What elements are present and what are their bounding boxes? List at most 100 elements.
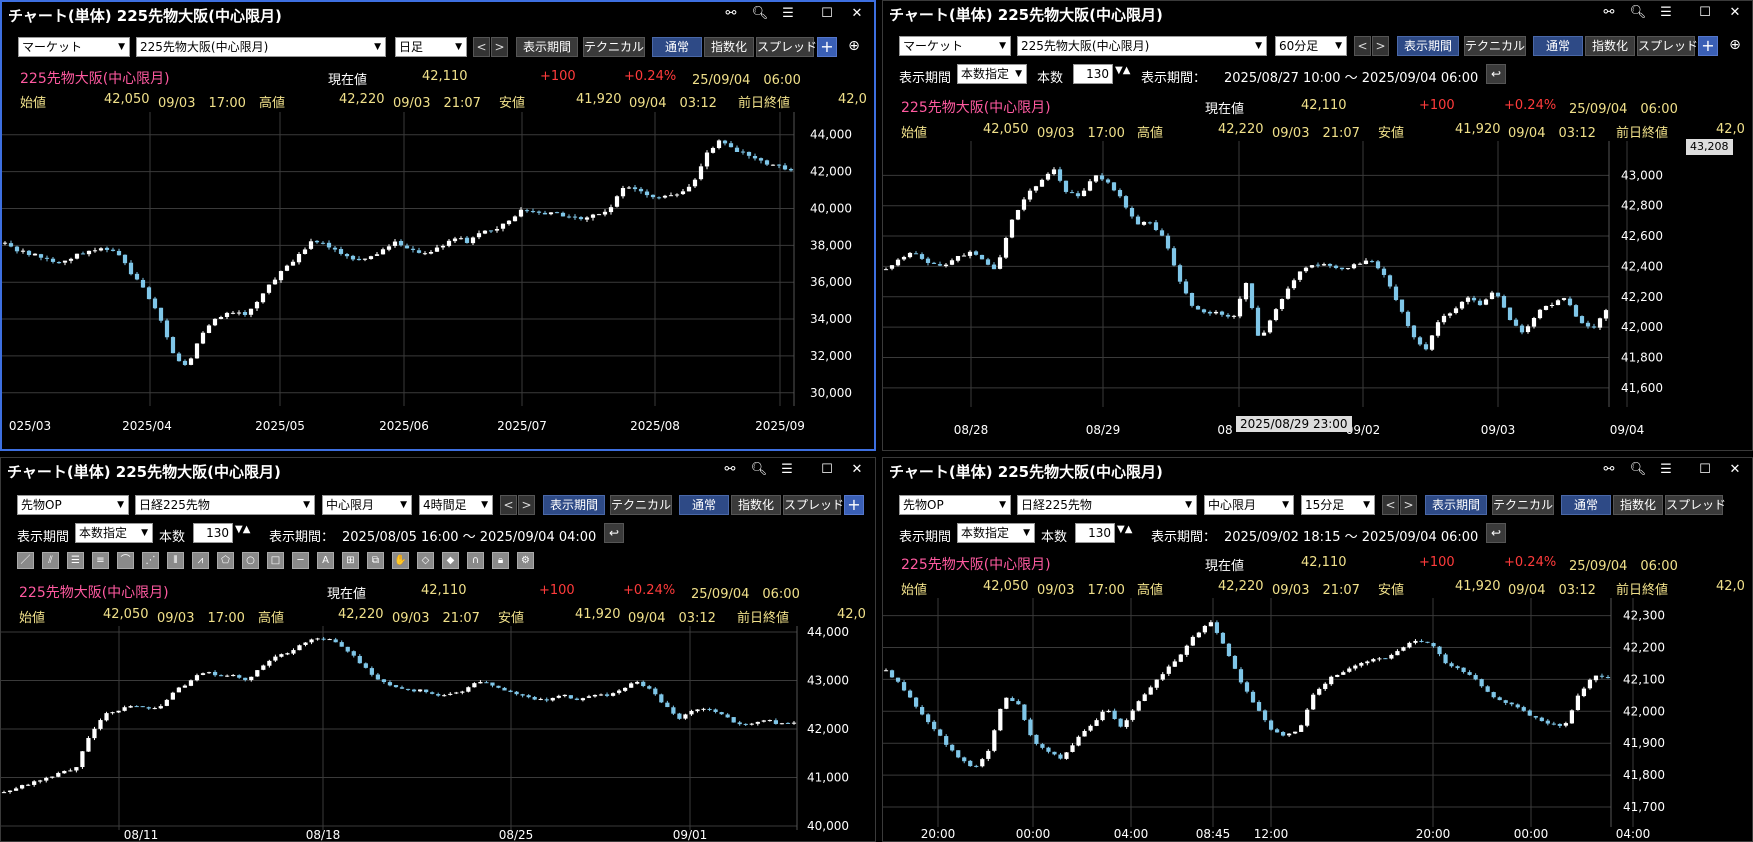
maximize-icon[interactable]: ☐ (1699, 462, 1711, 477)
parallel-icon[interactable]: ⫽ (42, 552, 59, 569)
normal-button[interactable]: 通常 (679, 495, 729, 515)
trendline-icon[interactable]: ／ (17, 552, 34, 569)
count-input[interactable]: 130 (1073, 64, 1113, 84)
lock-icon[interactable]: 🔒︎ (492, 552, 509, 569)
technical-button[interactable]: テクニカル (1464, 36, 1526, 56)
menu-icon[interactable]: ☰ (782, 6, 794, 21)
index-button[interactable]: 指数化 (1613, 495, 1663, 515)
index-button[interactable]: 指数化 (731, 495, 781, 515)
magnet-icon[interactable]: ∩ (467, 552, 484, 569)
normal-button[interactable]: 通常 (1561, 495, 1611, 515)
nav-next-button[interactable]: > (1372, 36, 1389, 56)
close-icon[interactable]: ✕ (851, 6, 863, 21)
maximize-icon[interactable]: ☐ (1699, 5, 1711, 20)
count-stepper-icon[interactable]: ▼▲ (235, 524, 251, 535)
refresh-icon[interactable]: ↩ (1486, 64, 1506, 84)
normal-button[interactable]: 通常 (1533, 36, 1583, 56)
candlestick-chart[interactable]: 43,000 42,800 42,600 42,400 42,200 42,000 41,8… (883, 141, 1752, 450)
search-icon[interactable]: 🔍︎ (750, 462, 768, 477)
period-mode-select[interactable]: 本数指定 ▼ (957, 523, 1035, 543)
spread-button[interactable]: スプレッド (783, 495, 844, 515)
pitchfork-icon[interactable]: ⩘ (192, 552, 209, 569)
timeframe-select[interactable]: 4時間足 ▼ (419, 495, 493, 515)
refresh-icon[interactable]: ↩ (1486, 523, 1506, 543)
count-stepper-icon[interactable]: ▼▲ (1115, 65, 1131, 76)
link-icon[interactable]: ⚯ (1603, 5, 1615, 20)
period-button[interactable]: 表示期間 (1397, 36, 1459, 56)
line-icon[interactable]: ─ (292, 552, 309, 569)
count-input[interactable]: 130 (1075, 523, 1115, 543)
nav-next-button[interactable]: > (518, 495, 535, 515)
arc-icon[interactable]: ⌒ (117, 552, 134, 569)
menu-icon[interactable]: ☰ (1660, 462, 1672, 477)
market-select[interactable]: 先物OP ▼ (899, 495, 1011, 515)
market-select[interactable]: マーケット ▼ (18, 37, 130, 57)
eraser-icon[interactable]: ◇ (417, 552, 434, 569)
period-button[interactable]: 表示期間 (516, 37, 578, 57)
zoom-icon[interactable]: ⊕ (1729, 37, 1741, 53)
normal-button[interactable]: 通常 (652, 37, 702, 57)
link-icon[interactable]: ⚯ (1603, 462, 1615, 477)
nav-next-button[interactable]: > (491, 37, 508, 57)
candlestick-chart[interactable]: 44,000 42,000 40,000 38,000 36,000 34,000 32,0… (2, 112, 874, 451)
pentagon-icon[interactable]: ⬠ (217, 552, 234, 569)
timeframe-select[interactable]: 15分足 ▼ (1301, 495, 1375, 515)
rectangle-icon[interactable]: □ (267, 552, 284, 569)
nav-prev-button[interactable]: < (473, 37, 490, 57)
period-button[interactable]: 表示期間 (543, 495, 605, 515)
nav-prev-button[interactable]: < (500, 495, 517, 515)
technical-button[interactable]: テクニカル (583, 37, 645, 57)
spread-button[interactable]: スプレッド (1665, 495, 1726, 515)
spread-button[interactable]: スプレッド (1637, 36, 1698, 56)
contract-select[interactable]: 中心限月 ▼ (322, 495, 412, 515)
spread-button[interactable]: スプレッド (756, 37, 817, 57)
symbol-select[interactable]: 日経225先物 ▼ (135, 495, 315, 515)
add-button[interactable]: + (844, 495, 864, 515)
market-select[interactable]: マーケット ▼ (899, 36, 1011, 56)
close-icon[interactable]: ✕ (1729, 462, 1741, 477)
close-icon[interactable]: ✕ (1729, 5, 1741, 20)
gear-icon[interactable]: ⚙ (517, 552, 534, 569)
nav-prev-button[interactable]: < (1354, 36, 1371, 56)
zoom-icon[interactable]: ⊕ (848, 38, 860, 54)
hline-icon[interactable]: ☰ (67, 552, 84, 569)
menu-icon[interactable]: ☰ (1660, 5, 1672, 20)
copy-icon[interactable]: ⧉ (367, 552, 384, 569)
calc-icon[interactable]: ⊞ (342, 552, 359, 569)
grid-icon[interactable]: ⦀ (167, 552, 184, 569)
count-stepper-icon[interactable]: ▼▲ (1117, 524, 1133, 535)
maximize-icon[interactable]: ☐ (821, 6, 833, 21)
search-icon[interactable]: 🔍︎ (751, 6, 769, 21)
search-icon[interactable]: 🔍︎ (1629, 5, 1647, 20)
period-button[interactable]: 表示期間 (1425, 495, 1487, 515)
market-select[interactable]: 先物OP ▼ (17, 495, 129, 515)
circle-icon[interactable]: ○ (242, 552, 259, 569)
timeframe-select[interactable]: 60分足 ▼ (1275, 36, 1347, 56)
text-icon[interactable]: A (317, 552, 334, 569)
channel-icon[interactable]: ≡ (92, 552, 109, 569)
technical-button[interactable]: テクニカル (1492, 495, 1554, 515)
technical-button[interactable]: テクニカル (610, 495, 672, 515)
symbol-select[interactable]: 225先物大阪(中心限月) ▼ (1017, 36, 1267, 56)
count-input[interactable]: 130 (193, 523, 233, 543)
menu-icon[interactable]: ☰ (781, 462, 793, 477)
index-button[interactable]: 指数化 (1585, 36, 1635, 56)
link-icon[interactable]: ⚯ (724, 462, 736, 477)
maximize-icon[interactable]: ☐ (821, 462, 833, 477)
eraser2-icon[interactable]: ◆ (442, 552, 459, 569)
add-button[interactable]: + (1698, 36, 1718, 56)
search-icon[interactable]: 🔍︎ (1629, 462, 1647, 477)
symbol-select[interactable]: 225先物大阪(中心限月) ▼ (136, 37, 386, 57)
contract-select[interactable]: 中心限月 ▼ (1204, 495, 1294, 515)
timeframe-select[interactable]: 日足 ▼ (395, 37, 467, 57)
candlestick-chart[interactable]: 42,300 42,200 42,100 42,000 41,900 41,800 41,7… (883, 598, 1752, 841)
close-icon[interactable]: ✕ (851, 462, 863, 477)
hand-icon[interactable]: ✋ (392, 552, 409, 569)
index-button[interactable]: 指数化 (704, 37, 754, 57)
fan-icon[interactable]: ⋰ (142, 552, 159, 569)
refresh-icon[interactable]: ↩ (604, 523, 624, 543)
nav-prev-button[interactable]: < (1382, 495, 1399, 515)
period-mode-select[interactable]: 本数指定 ▼ (75, 523, 153, 543)
add-button[interactable]: + (817, 37, 837, 57)
link-icon[interactable]: ⚯ (725, 6, 737, 21)
